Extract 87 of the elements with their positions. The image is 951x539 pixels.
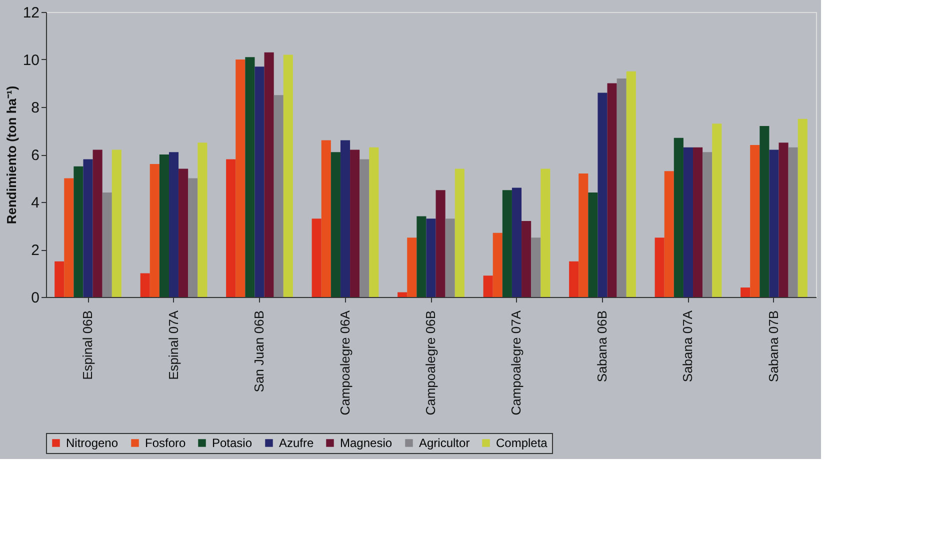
bar bbox=[683, 147, 694, 297]
bar bbox=[436, 190, 446, 297]
bar bbox=[168, 152, 179, 297]
x-tick-label: Sabana 07A bbox=[680, 310, 696, 382]
x-tick-label: Campoalegre 06B bbox=[423, 310, 438, 416]
bar bbox=[369, 147, 379, 297]
bar bbox=[750, 145, 760, 297]
bar bbox=[312, 218, 322, 297]
legend-label: Potasio bbox=[212, 436, 252, 450]
bar bbox=[140, 273, 150, 297]
bar bbox=[769, 150, 779, 297]
bar bbox=[350, 150, 360, 297]
y-tick-label: 0 bbox=[31, 290, 40, 306]
bar bbox=[702, 152, 712, 297]
bar bbox=[522, 221, 532, 297]
bar bbox=[188, 178, 198, 297]
bar bbox=[407, 238, 417, 297]
bar bbox=[198, 142, 208, 297]
bar bbox=[264, 52, 274, 297]
bar bbox=[540, 168, 550, 297]
bar bbox=[531, 238, 541, 297]
x-tick-label: Sabana 07B bbox=[766, 310, 781, 382]
bar bbox=[445, 218, 455, 297]
y-tick-label: 8 bbox=[31, 100, 40, 116]
legend-label: Fosforo bbox=[145, 436, 186, 450]
bar bbox=[360, 159, 370, 297]
y-tick-label: 6 bbox=[31, 147, 40, 164]
bar bbox=[92, 150, 102, 297]
bar bbox=[226, 159, 236, 297]
bar bbox=[616, 78, 626, 297]
bar bbox=[64, 178, 74, 297]
bar bbox=[254, 66, 264, 297]
x-tick-label: San Juan 06B bbox=[252, 310, 267, 392]
bar bbox=[398, 292, 408, 297]
bar bbox=[626, 71, 636, 297]
bar bbox=[654, 238, 664, 297]
legend-label: Magnesio bbox=[340, 436, 392, 450]
bar bbox=[330, 152, 340, 297]
bar bbox=[712, 124, 722, 297]
bar bbox=[83, 159, 93, 297]
bar bbox=[283, 54, 293, 297]
legend-label: Completa bbox=[496, 436, 548, 450]
bar bbox=[74, 166, 84, 297]
bar bbox=[54, 261, 64, 297]
x-tick-label: Sabana 06B bbox=[594, 310, 610, 382]
bar bbox=[674, 138, 684, 297]
bar bbox=[426, 218, 436, 297]
bar bbox=[502, 190, 512, 297]
legend-label: Nitrogeno bbox=[66, 436, 118, 450]
bar bbox=[512, 188, 522, 297]
bar bbox=[569, 261, 579, 297]
bar bbox=[664, 171, 674, 297]
bar bbox=[588, 192, 598, 297]
bar bbox=[598, 92, 608, 297]
legend-label: Agricultor bbox=[419, 436, 470, 450]
bar bbox=[607, 83, 617, 297]
bar bbox=[740, 288, 750, 297]
bar bbox=[483, 276, 493, 297]
bar bbox=[102, 192, 112, 297]
bar bbox=[236, 60, 246, 297]
x-tick-label: Espinal 06B bbox=[80, 310, 96, 380]
x-tick-label: Campoalegre 07A bbox=[508, 310, 524, 416]
bar bbox=[321, 140, 331, 297]
bar bbox=[788, 147, 798, 297]
y-tick-label: 4 bbox=[31, 194, 40, 212]
bar bbox=[578, 174, 588, 297]
bar bbox=[492, 232, 502, 297]
bar bbox=[693, 147, 703, 297]
y-tick-label: 2 bbox=[31, 242, 40, 259]
x-tick-label: Campoalegre 06A bbox=[337, 310, 352, 416]
bar bbox=[159, 154, 169, 297]
legend-label: Azufre bbox=[279, 436, 314, 450]
bar bbox=[340, 140, 350, 297]
bar bbox=[112, 150, 122, 297]
bar bbox=[150, 164, 160, 297]
bar bbox=[454, 168, 464, 297]
bar bbox=[760, 126, 770, 297]
y-axis-title: Rendimiento (ton ha⁻¹) bbox=[4, 86, 19, 224]
bar bbox=[798, 118, 808, 297]
bar bbox=[778, 142, 788, 297]
x-tick-label: Espinal 07A bbox=[166, 310, 181, 380]
y-tick-label: 12 bbox=[22, 4, 40, 22]
bar bbox=[416, 216, 426, 297]
bar bbox=[178, 168, 188, 297]
bar bbox=[274, 95, 284, 297]
bar bbox=[245, 57, 255, 297]
y-tick-label: 10 bbox=[22, 52, 40, 69]
